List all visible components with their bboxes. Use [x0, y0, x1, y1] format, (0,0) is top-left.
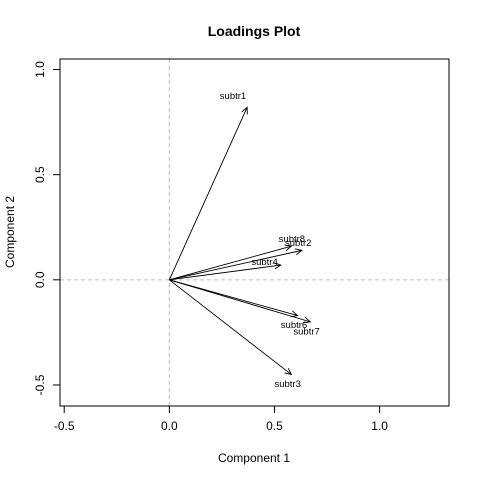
y-axis-label: Component 2	[3, 196, 17, 268]
y-tick-label: 0.0	[33, 271, 47, 288]
loading-vector-subtr2	[169, 248, 303, 281]
loading-vector-subtr1	[168, 106, 248, 281]
vector-label-subtr4: subtr4	[251, 257, 277, 268]
vector-line	[169, 245, 292, 281]
y-tick-label: 0.5	[33, 166, 47, 183]
x-tick-label: 1.0	[371, 419, 388, 433]
vector-arrowhead	[284, 244, 293, 252]
vector-arrowhead	[284, 367, 293, 376]
vector-line	[169, 264, 281, 281]
reference-lines	[60, 59, 449, 406]
x-tick-label: 0.5	[266, 419, 283, 433]
y-tick-label: -0.5	[33, 374, 47, 395]
vector-label-subtr2: subtr2	[285, 238, 311, 249]
vector-line	[169, 279, 311, 323]
vector-line	[169, 279, 292, 375]
vector-arrowhead	[303, 316, 312, 324]
vector-line	[169, 249, 302, 281]
vector-label-subtr6: subtr6	[281, 320, 307, 331]
vector-label-subtr8: subtr8	[279, 234, 305, 245]
vector-arrowhead	[273, 262, 282, 270]
loading-vector-subtr4	[169, 262, 282, 281]
x-axis: -0.5 0.0 0.5 1.0	[54, 405, 388, 433]
loading-vector-subtr8	[169, 244, 293, 281]
plot-frame	[59, 58, 450, 407]
vector-label-subtr7: subtr7	[293, 326, 319, 337]
x-tick-label: -0.5	[54, 419, 75, 433]
vector-line	[168, 107, 248, 281]
vector-label-subtr3: subtr3	[274, 379, 300, 390]
vector-label-subtr1: subtr1	[220, 91, 246, 102]
loading-vector-subtr3	[169, 279, 293, 376]
x-tick-label: 0.0	[161, 419, 178, 433]
vector-arrowhead	[294, 248, 303, 256]
loading-vectors	[168, 106, 312, 376]
y-tick-label: 1.0	[33, 61, 47, 78]
x-axis-label: Component 1	[218, 451, 290, 465]
y-axis: -0.5 0.0 0.5 1.0	[33, 61, 61, 395]
chart-title: Loadings Plot	[208, 23, 301, 39]
loading-vector-subtr7	[169, 279, 312, 324]
vector-arrowhead	[241, 106, 248, 115]
